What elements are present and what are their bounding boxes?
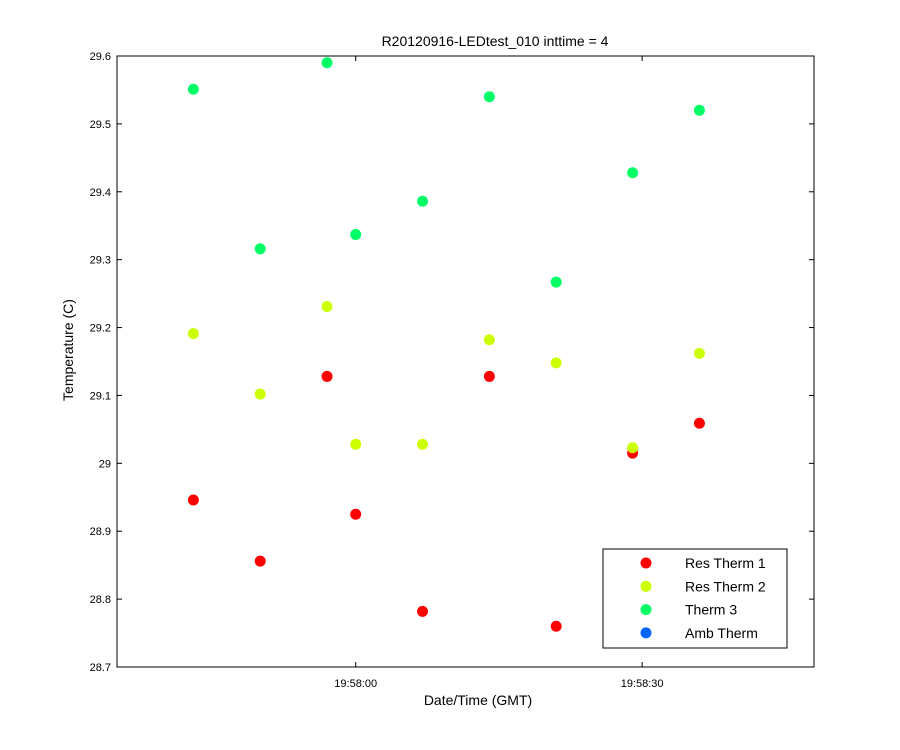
legend-label: Res Therm 2 [685, 578, 766, 594]
data-point [693, 104, 705, 116]
data-point [187, 328, 199, 340]
series-therm-3 [187, 57, 705, 288]
data-point [550, 620, 562, 632]
data-point [187, 83, 199, 95]
y-tick-label: 29.6 [90, 51, 111, 63]
y-tick-label: 29.1 [90, 390, 111, 402]
x-tick-label: 19:58:30 [621, 678, 664, 690]
data-point [483, 91, 495, 103]
x-tick-label: 19:58:00 [334, 678, 377, 690]
legend-marker [640, 557, 652, 569]
data-point [187, 494, 199, 506]
legend-marker [640, 627, 652, 639]
y-tick-label: 29.2 [90, 323, 111, 335]
data-point [550, 276, 562, 288]
y-tick-label: 28.8 [90, 594, 111, 606]
series-res-therm-2 [187, 301, 705, 454]
data-point [254, 555, 266, 567]
x-axis: 19:58:00 19:58:30 [334, 56, 664, 690]
data-point [550, 357, 562, 369]
y-tick-label: 29.5 [90, 119, 111, 131]
data-point [321, 370, 333, 382]
data-point [693, 347, 705, 359]
legend-marker [640, 580, 652, 592]
data-point [321, 57, 333, 69]
y-tick-label: 29.4 [90, 187, 111, 199]
legend-box [602, 548, 788, 649]
data-point [254, 243, 266, 255]
legend: Res Therm 1 Res Therm 2 Therm 3 Amb Therm [602, 548, 788, 649]
data-point [417, 605, 429, 617]
chart-title: R20120916-LEDtest_010 inttime = 4 [382, 33, 609, 49]
data-point [350, 229, 362, 241]
data-point [321, 301, 333, 313]
y-axis: 28.7 28.8 28.9 29 29.1 29.2 29.3 29.4 29.5 29.6 [90, 51, 814, 674]
legend-label: Therm 3 [685, 602, 737, 618]
data-points [187, 57, 705, 632]
data-point [254, 388, 266, 400]
data-point [350, 508, 362, 520]
y-tick-label: 28.7 [90, 662, 111, 674]
legend-label: Amb Therm [685, 625, 758, 641]
data-point [417, 438, 429, 450]
data-point [693, 417, 705, 429]
data-point [350, 438, 362, 450]
legend-label: Res Therm 1 [685, 555, 766, 571]
y-tick-label: 29 [99, 458, 111, 470]
data-point [483, 370, 495, 382]
x-axis-title: Date/Time (GMT) [424, 692, 532, 708]
legend-marker [640, 604, 652, 616]
data-point [483, 334, 495, 346]
data-point [627, 442, 639, 454]
data-point [417, 195, 429, 207]
y-tick-label: 28.9 [90, 526, 111, 538]
data-point [627, 167, 639, 179]
y-tick-label: 29.3 [90, 255, 111, 267]
y-axis-title: Temperature (C) [60, 299, 76, 401]
